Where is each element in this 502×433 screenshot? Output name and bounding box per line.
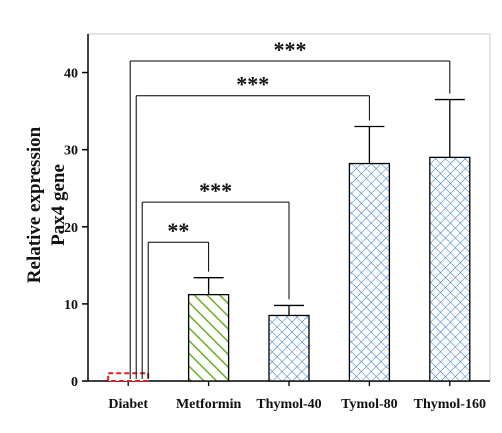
bars xyxy=(107,98,471,382)
x-tick-label: Diabet xyxy=(108,397,148,412)
x-tick-label: Thymol-160 xyxy=(414,397,486,412)
axes: 0 10 20 30 40 Diabet Metformin Thymol-40 Tymol-8… xyxy=(64,34,490,412)
x-tick-label: Thymol-40 xyxy=(256,397,321,412)
bar xyxy=(187,293,230,382)
x-tick-label: Tymol-80 xyxy=(341,397,398,412)
y-tick-label: 30 xyxy=(64,144,78,159)
bar xyxy=(348,162,391,382)
bar xyxy=(429,156,471,382)
y-tick-label: 0 xyxy=(71,375,78,390)
x-tick-label: Metformin xyxy=(176,397,242,412)
y-tick-label: 20 xyxy=(64,221,78,236)
y-axis-label-line2: Pax4 gene xyxy=(48,164,69,246)
y-axis-label: Relative expression Pax4 gene xyxy=(24,126,69,283)
y-axis-label-line1: Relative expression xyxy=(24,126,45,283)
significance-label: *** xyxy=(199,178,232,203)
bar xyxy=(268,314,310,382)
significance-brackets: *********** xyxy=(129,37,451,379)
y-tick-label: 40 xyxy=(64,67,78,82)
significance-label: *** xyxy=(274,37,307,62)
y-tick-label: 10 xyxy=(64,298,78,313)
significance-label: ** xyxy=(167,218,189,243)
significance-label: *** xyxy=(236,72,269,97)
